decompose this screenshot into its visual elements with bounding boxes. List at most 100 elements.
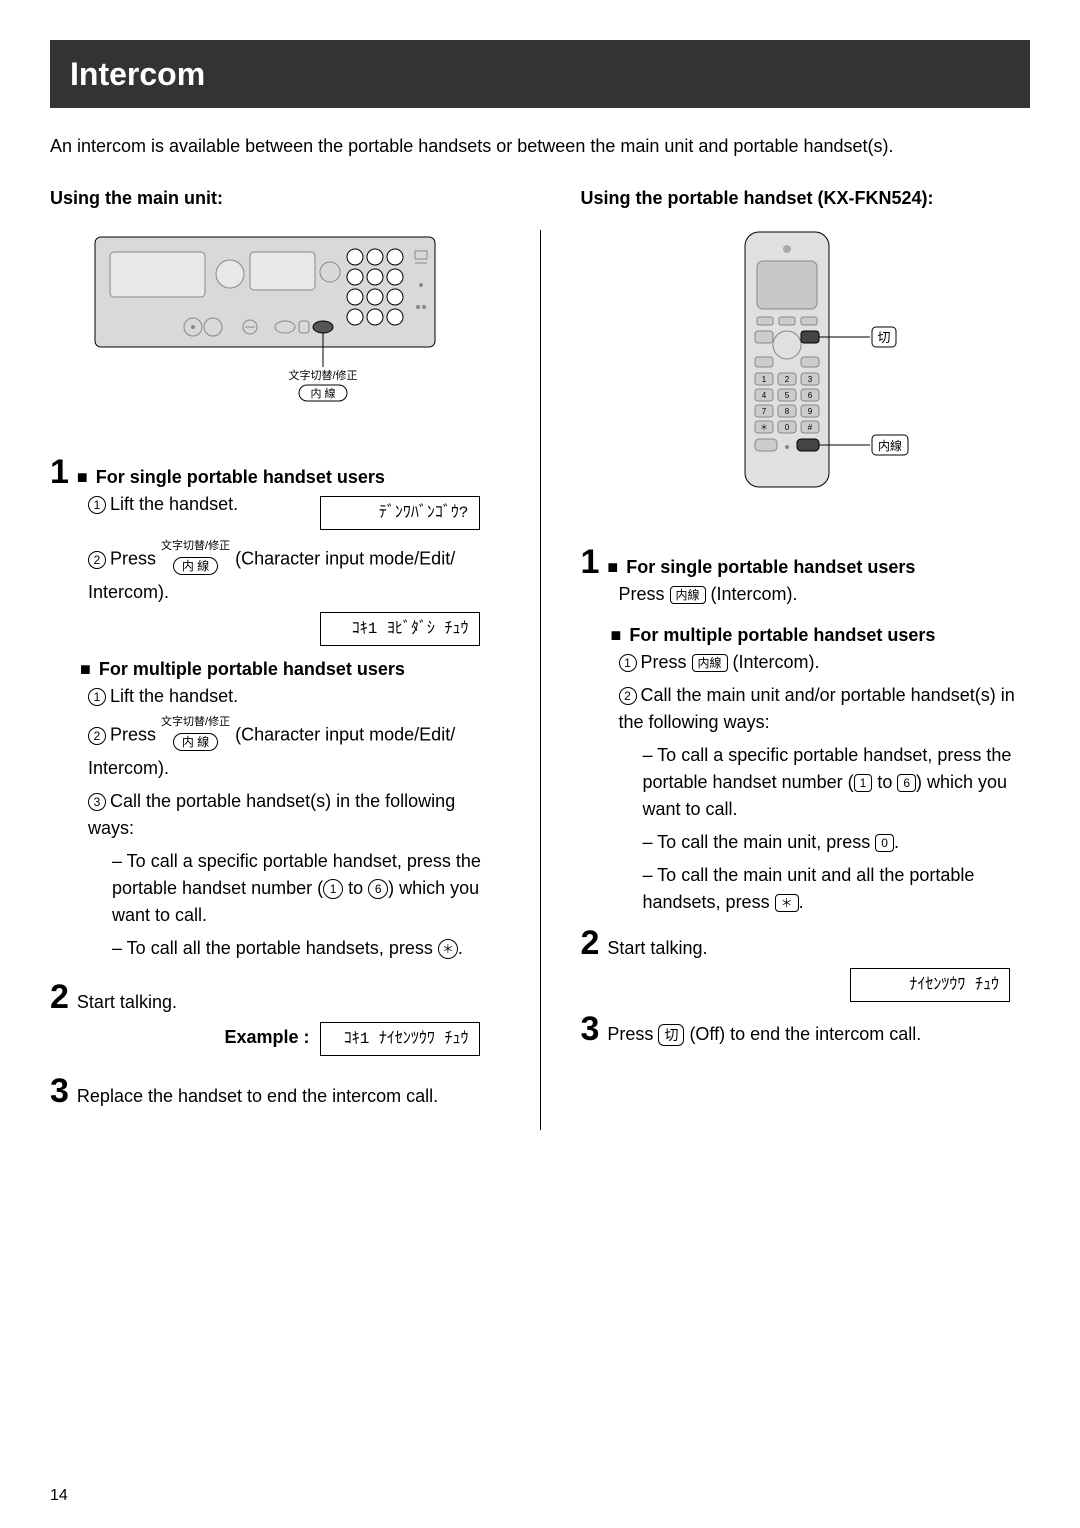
handset-diagram: 1 2 3 4 5 6 7 8 9 ＊ 0 # 切 内線 (581, 227, 1031, 505)
text: Lift the handset. (110, 494, 238, 514)
example-label: Example : (224, 1027, 309, 1047)
bullet-icon: ■ (607, 554, 618, 581)
key-1: 1 (323, 879, 343, 899)
svg-text:6: 6 (392, 272, 398, 283)
bullet-icon: ■ (77, 464, 88, 491)
svg-text:3: 3 (808, 375, 813, 384)
svg-text:文字切替/修正: 文字切替/修正 (288, 368, 357, 382)
key-6: 6 (897, 774, 916, 792)
text: . (894, 832, 899, 852)
text: Replace the handset to end the intercom … (77, 1083, 438, 1110)
lcd-display: ｺｷ1 ﾖﾋﾞﾀﾞｼ ﾁｭｳ (320, 612, 480, 646)
step-number: 3 (581, 1012, 600, 1046)
svg-text:8: 8 (372, 292, 378, 303)
step-number: 2 (50, 980, 69, 1014)
page-number: 14 (50, 1484, 68, 1508)
text: – To call the main unit and all the port… (643, 865, 975, 912)
substep-1-icon: 1 (619, 654, 637, 672)
lcd-display: ﾅｲｾﾝﾂｳﾜ ﾁｭｳ (850, 968, 1010, 1002)
intercom-button: 内 線 (173, 557, 218, 575)
substep-1-icon: 1 (88, 688, 106, 706)
text: Press (110, 548, 161, 568)
bullet-icon: ■ (80, 656, 91, 683)
intercom-key: 内線 (670, 586, 706, 604)
svg-text:7: 7 (762, 407, 767, 416)
section-title: For single portable handset users (96, 464, 385, 491)
svg-text:9: 9 (808, 407, 813, 416)
text: Press (110, 724, 161, 744)
step-number: 2 (581, 926, 600, 960)
btn-label-top: 文字切替/修正 (161, 540, 230, 552)
svg-text:2: 2 (785, 375, 790, 384)
text: Press (641, 652, 692, 672)
svg-text:#: # (808, 423, 813, 432)
lcd-display: ｺｷ1 ﾅｲｾﾝﾂｳﾜ ﾁｭｳ (320, 1022, 480, 1056)
left-column: Using the main unit: 1 2 3 4 5 6 7 (50, 185, 500, 1135)
text: (Off) to end the intercom call. (684, 1024, 921, 1044)
intro-text: An intercom is available between the por… (50, 133, 1030, 160)
svg-text:#: # (392, 312, 398, 323)
text: – To call all the portable handsets, pre… (112, 938, 438, 958)
svg-text:0: 0 (785, 423, 790, 432)
step-number: 1 (50, 455, 69, 489)
svg-text:内線: 内線 (878, 438, 902, 453)
text: Start talking. (607, 935, 707, 962)
svg-text:7: 7 (352, 292, 358, 303)
column-divider (540, 230, 541, 1130)
svg-text:0: 0 (372, 312, 378, 323)
text: Call the portable handset(s) in the foll… (88, 791, 455, 838)
text: Call the main unit and/or portable hands… (619, 685, 1015, 732)
substep-2-icon: 2 (619, 687, 637, 705)
btn-label-top: 文字切替/修正 (161, 716, 230, 728)
text: to (872, 772, 897, 792)
main-unit-diagram: 1 2 3 4 5 6 7 8 9 ＊ 0 # (50, 227, 500, 415)
svg-text:内 線: 内 線 (310, 386, 335, 400)
key-6: 6 (368, 879, 388, 899)
text: . (458, 938, 463, 958)
substep-2-icon: 2 (88, 551, 106, 569)
svg-text:4: 4 (352, 272, 358, 283)
text: Press (619, 584, 670, 604)
text: . (799, 892, 804, 912)
svg-text:1: 1 (762, 375, 767, 384)
key-1: 1 (854, 774, 873, 792)
svg-text:＊: ＊ (760, 423, 768, 432)
substep-1-icon: 1 (88, 496, 106, 514)
svg-text:3: 3 (392, 252, 398, 263)
step-number: 1 (581, 545, 600, 579)
text: Lift the handset. (110, 686, 238, 706)
svg-text:6: 6 (808, 391, 813, 400)
off-key: 切 (658, 1024, 684, 1046)
intercom-button: 内 線 (173, 733, 218, 751)
svg-text:切: 切 (878, 330, 891, 345)
section-title: For single portable handset users (626, 554, 915, 581)
svg-text:4: 4 (762, 391, 767, 400)
key-star: ＊ (438, 939, 458, 959)
left-heading: Using the main unit: (50, 185, 500, 212)
svg-text:5: 5 (372, 272, 378, 283)
text: (Intercom). (728, 652, 820, 672)
substep-3-icon: 3 (88, 793, 106, 811)
text: Press (607, 1024, 658, 1044)
text: (Intercom). (706, 584, 798, 604)
svg-text:8: 8 (785, 407, 790, 416)
section-title: For multiple portable handset users (99, 656, 405, 683)
svg-text:2: 2 (372, 252, 378, 263)
step-number: 3 (50, 1074, 69, 1108)
section-title: For multiple portable handset users (629, 622, 935, 649)
svg-text:9: 9 (392, 292, 398, 303)
text: – To call the main unit, press (643, 832, 876, 852)
content-columns: Using the main unit: 1 2 3 4 5 6 7 (50, 185, 1030, 1135)
svg-text:5: 5 (785, 391, 790, 400)
lcd-display: ﾃﾞﾝﾜﾊﾞﾝｺﾞｳ? (320, 496, 480, 530)
page-title: Intercom (50, 40, 1030, 108)
intercom-key: 内線 (692, 654, 728, 672)
right-column: Using the portable handset (KX-FKN524): (581, 185, 1031, 1135)
right-heading: Using the portable handset (KX-FKN524): (581, 185, 1031, 212)
key-star: ＊ (775, 894, 799, 912)
svg-text:＊: ＊ (350, 312, 360, 323)
key-0: 0 (875, 834, 894, 852)
bullet-icon: ■ (611, 622, 622, 649)
text: Start talking. (77, 989, 177, 1016)
text: to (343, 878, 368, 898)
